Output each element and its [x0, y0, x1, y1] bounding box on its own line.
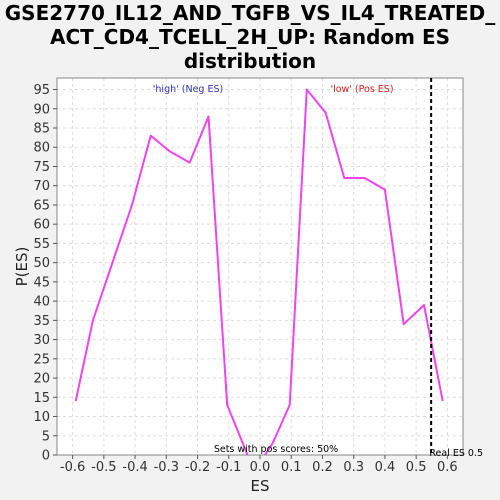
y-tick-label: 50: [33, 256, 50, 271]
y-tick-label: 80: [33, 141, 50, 156]
y-tick-label: 20: [33, 372, 50, 387]
sets-annotation: Sets with pos scores: 50%: [214, 444, 338, 455]
chart-title-line-1: GSE2770_IL12_AND_TGFB_VS_IL4_TREATED_: [4, 1, 496, 25]
x-tick-label: 0.2: [312, 460, 333, 475]
chart-title-line-3: distribution: [183, 49, 317, 73]
x-tick-label: 0.3: [343, 460, 364, 475]
x-axis-label: ES: [251, 477, 270, 495]
y-tick-label: 25: [33, 352, 50, 367]
y-tick-label: 15: [33, 391, 50, 406]
y-tick-label: 95: [33, 83, 50, 98]
y-tick-label: 65: [33, 198, 50, 213]
y-tick-label: 85: [33, 122, 50, 137]
y-tick-label: 75: [33, 160, 50, 175]
chart-title-line-2: ACT_CD4_TCELL_2H_UP: Random ES: [49, 25, 451, 49]
y-axis-label: P(ES): [13, 247, 31, 287]
x-tick-label: 0.1: [281, 460, 302, 475]
x-tick-label: -0.5: [91, 460, 116, 475]
chart-title: GSE2770_IL12_AND_TGFB_VS_IL4_TREATED_ AC…: [0, 1, 500, 73]
y-tick-label: 5: [42, 429, 50, 444]
x-tick-label: 0.6: [437, 460, 458, 475]
x-tick-label: -0.3: [154, 460, 179, 475]
y-tick-label: 55: [33, 237, 50, 252]
y-tick-label: 70: [33, 179, 50, 194]
y-tick-label: 35: [33, 314, 50, 329]
x-tick-label: 0.0: [250, 460, 271, 475]
high-annotation: 'high' (Neg ES): [153, 84, 223, 95]
low-annotation: 'low' (Pos ES): [330, 84, 393, 95]
y-tick-label: 45: [33, 275, 50, 290]
y-tick-label: 0: [42, 449, 50, 464]
x-tick-label: 0.5: [406, 460, 427, 475]
real-es-label: Real ES 0.5: [429, 448, 483, 459]
y-tick-label: 30: [33, 333, 50, 348]
x-tick-label: -0.1: [216, 460, 241, 475]
series-line: [74, 88, 444, 455]
x-tick-label: -0.6: [60, 460, 85, 475]
y-tick-label: 60: [33, 218, 50, 233]
y-tick-label: 40: [33, 295, 50, 310]
y-tick-label: 10: [33, 410, 50, 425]
x-tick-label: 0.4: [375, 460, 396, 475]
x-tick-label: -0.4: [122, 460, 147, 475]
x-tick-label: -0.2: [185, 460, 210, 475]
y-tick-label: 90: [33, 102, 50, 117]
